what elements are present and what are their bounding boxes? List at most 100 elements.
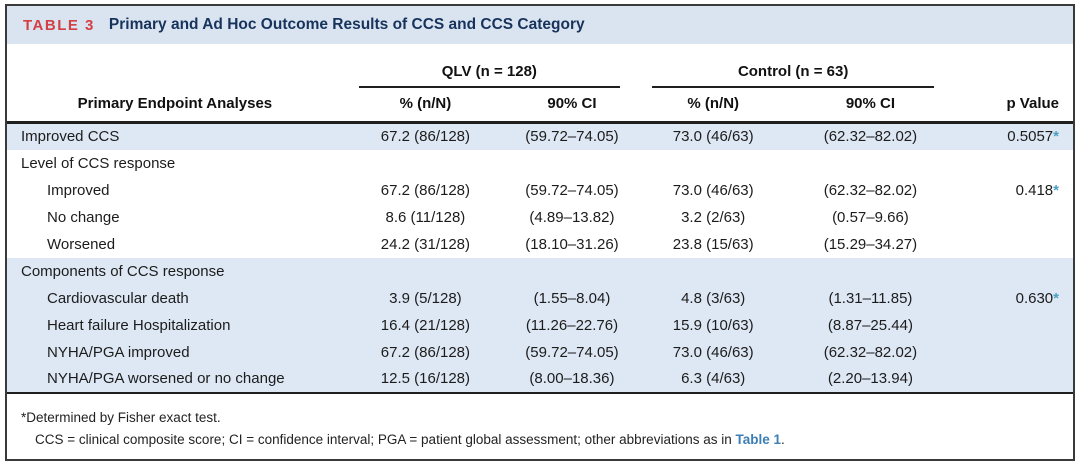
column-header-control-pct: % (n/N): [687, 95, 740, 112]
table-row: No change 8.6 (11/128) (4.89–13.82) 3.2 (2/…: [7, 204, 1073, 231]
row-label: Components of CCS response: [21, 262, 225, 280]
table-card: TABLE 3 Primary and Ad Hoc Outcome Resul…: [5, 4, 1075, 461]
qlv-pct-cell: 8.6 (11/128): [385, 208, 466, 226]
row-label: No change: [47, 208, 120, 226]
table-title: Primary and Ad Hoc Outcome Results of CC…: [108, 16, 585, 33]
fisher-asterisk: *: [1053, 181, 1059, 199]
control-pct-cell: 6.3 (4/63): [681, 370, 746, 387]
row-label: Heart failure Hospitalization: [47, 316, 231, 334]
qlv-ci-cell: [508, 150, 636, 177]
control-pct-cell: 73.0 (46/63): [672, 181, 754, 199]
qlv-ci-cell: (59.72–74.05): [525, 343, 619, 361]
pvalue-cell: [950, 204, 1073, 231]
row-label: Improved CCS: [21, 128, 120, 146]
control-ci-cell: (15.29–34.27): [823, 235, 918, 253]
row-label: NYHA/PGA improved: [47, 343, 190, 361]
qlv-ci-cell: (18.10–31.26): [525, 235, 619, 253]
pvalue-cell: 0.418*: [1015, 181, 1059, 199]
table-row: Components of CCS response: [7, 257, 1073, 285]
table-row: Level of CCS response: [7, 150, 1073, 177]
footnote-abbrev-text: CCS = clinical composite score; CI = con…: [35, 431, 736, 447]
table-header: QLV (n = 128) Control (n = 63) Primary E…: [7, 44, 1073, 123]
qlv-ci-cell: (1.55–8.04): [533, 289, 611, 307]
column-header-qlv-ci: 90% CI: [547, 95, 597, 112]
control-pct-cell: 73.0 (46/63): [672, 343, 754, 361]
table-row: Heart failure Hospitalization 16.4 (21/12…: [7, 311, 1073, 339]
group-header-qlv-label: QLV (n = 128): [358, 63, 620, 88]
qlv-pct-cell: 3.9 (5/128): [389, 289, 462, 307]
control-pct-cell: [636, 150, 791, 177]
qlv-ci-cell: (11.26–22.76): [525, 316, 619, 334]
qlv-pct-cell: 67.2 (86/128): [380, 128, 471, 146]
pvalue-cell: [950, 312, 1073, 339]
group-header-spacer: [7, 44, 343, 88]
group-header-qlv: QLV (n = 128): [343, 44, 636, 88]
control-pct-cell: 4.8 (3/63): [681, 289, 746, 307]
pvalue-cell: [950, 258, 1073, 285]
pvalue-cell: [950, 339, 1073, 366]
control-pct-cell: 73.0 (46/63): [672, 128, 754, 146]
pvalue-cell: 0.630*: [1015, 289, 1059, 307]
qlv-pct-cell: 16.4 (21/128): [380, 316, 471, 334]
control-ci-cell: [790, 258, 950, 285]
column-header-control-ci: 90% CI: [845, 95, 896, 112]
table-row: Improved CCS 67.2 (86/128) (59.72–74.05) 73…: [7, 122, 1073, 150]
table-row: Worsened 24.2 (31/128) (18.10–31.26) 23.8 (…: [7, 231, 1073, 258]
qlv-ci-cell: [508, 258, 636, 285]
row-label: Cardiovascular death: [47, 289, 189, 307]
table-row: Cardiovascular death 3.9 (5/128) (1.55–8.0…: [7, 284, 1073, 312]
pvalue-cell: 0.5057*: [1007, 128, 1059, 146]
qlv-ci-cell: (59.72–74.05): [525, 181, 619, 199]
control-ci-cell: (8.87–25.44): [827, 316, 913, 334]
table1-link[interactable]: Table 1: [735, 431, 782, 447]
column-header-row: Primary Endpoint Analyses % (n/N) 90% CI…: [7, 88, 1073, 123]
row-label: Level of CCS response: [21, 154, 176, 172]
group-header-row: QLV (n = 128) Control (n = 63): [7, 44, 1073, 88]
qlv-ci-cell: (59.72–74.05): [525, 128, 619, 146]
pvalue-cell: [950, 366, 1073, 393]
qlv-pct-cell: 12.5 (16/128): [380, 370, 471, 387]
control-ci-cell: (0.57–9.66): [832, 208, 909, 226]
table-row: Improved 67.2 (86/128) (59.72–74.05) 73.0 (…: [7, 177, 1073, 204]
footnotes: *Determined by Fisher exact test. CCS = …: [7, 394, 1073, 447]
control-pct-cell: 15.9 (10/63): [672, 316, 754, 334]
control-ci-cell: (62.32–82.02): [823, 343, 918, 361]
group-header-control: Control (n = 63): [636, 44, 950, 88]
table-row: NYHA/PGA worsened or no change 12.5 (16/1…: [7, 365, 1073, 393]
control-ci-cell: (62.32–82.02): [823, 128, 918, 146]
control-ci-cell: [790, 150, 950, 177]
control-ci-cell: (1.31–11.85): [828, 289, 913, 307]
qlv-ci-cell: (8.00–18.36): [529, 370, 615, 387]
table-number-label: TABLE 3: [23, 16, 95, 34]
control-ci-cell: (2.20–13.94): [827, 370, 913, 387]
control-ci-cell: (62.32–82.02): [823, 181, 918, 199]
control-pct-cell: [636, 258, 791, 285]
qlv-pct-cell: 67.2 (86/128): [380, 343, 471, 361]
group-header-control-label: Control (n = 63): [651, 63, 935, 88]
qlv-pct-cell: 24.2 (31/128): [380, 235, 471, 253]
qlv-pct-cell: [343, 258, 508, 285]
footnote-fisher: *Determined by Fisher exact test.: [21, 409, 221, 425]
group-header-spacer-right: [950, 44, 1073, 88]
column-header-pvalue: p Value: [1006, 95, 1059, 112]
fisher-asterisk: *: [1053, 289, 1059, 307]
pvalue-cell: [950, 231, 1073, 258]
table-row: NYHA/PGA improved 67.2 (86/128) (59.72–74.…: [7, 338, 1073, 366]
control-pct-cell: 3.2 (2/63): [681, 208, 746, 226]
results-table: QLV (n = 128) Control (n = 63) Primary E…: [7, 44, 1073, 394]
column-header-analyses: Primary Endpoint Analyses: [77, 95, 273, 112]
row-label: Improved: [47, 181, 110, 199]
qlv-pct-cell: [343, 150, 508, 177]
column-header-qlv-pct: % (n/N): [399, 95, 452, 112]
footnote-period: .: [781, 431, 785, 447]
qlv-pct-cell: 67.2 (86/128): [380, 181, 471, 199]
row-label: Worsened: [47, 235, 116, 253]
footnote-abbreviations: CCS = clinical composite score; CI = con…: [21, 432, 1059, 447]
table-body: Improved CCS 67.2 (86/128) (59.72–74.05) 73…: [7, 122, 1073, 393]
pvalue-cell: [950, 150, 1073, 177]
control-pct-cell: 23.8 (15/63): [672, 235, 754, 253]
table-title-bar: TABLE 3 Primary and Ad Hoc Outcome Resul…: [7, 6, 1073, 44]
qlv-ci-cell: (4.89–13.82): [529, 208, 615, 226]
row-label: NYHA/PGA worsened or no change: [47, 370, 285, 387]
fisher-asterisk: *: [1053, 128, 1059, 146]
